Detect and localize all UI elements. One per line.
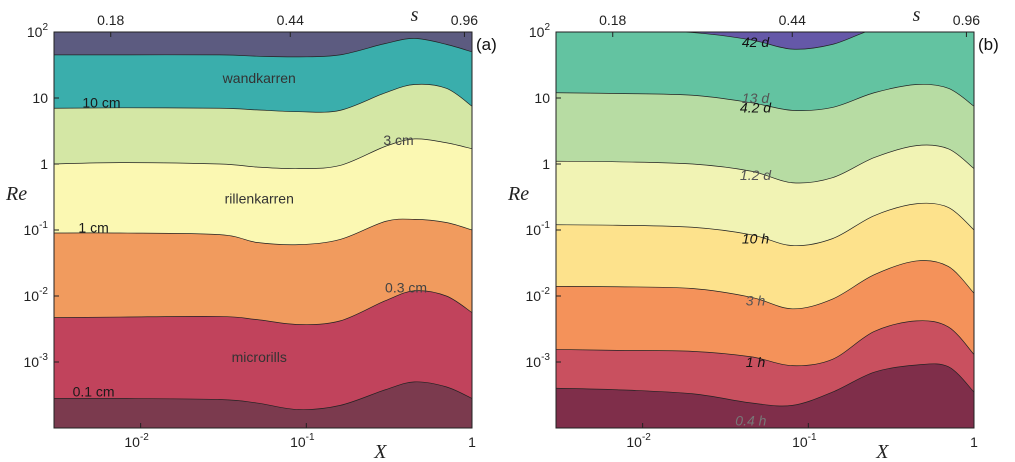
y-tick-label: 1 (40, 156, 48, 172)
contour-line (54, 290, 472, 325)
y-tick-label: 10-1 (526, 220, 551, 238)
y-tick-label: 10-2 (24, 286, 49, 304)
boundary-label: 42 d (742, 34, 770, 50)
boundary-label: 0.4 h (735, 412, 766, 428)
y-tick-label: 10-1 (24, 220, 49, 238)
boundary-label: 10 cm (82, 94, 120, 110)
y-tick-label: 10-3 (24, 352, 49, 370)
top-tick-label: 0.96 (451, 12, 478, 28)
boundary-label: 4.2 d (740, 99, 772, 115)
contour-line (54, 381, 472, 411)
panel-label-a: (a) (476, 35, 497, 54)
top-tick-label: 0.44 (779, 12, 806, 28)
x-tick-label: 10-2 (626, 432, 651, 450)
region-label: rillenkarren (225, 191, 294, 207)
y-tick-label: 10 (32, 90, 48, 106)
contour-line (54, 138, 472, 170)
region-label: microrills (232, 349, 287, 365)
y-tick-label: 10-2 (526, 286, 551, 304)
x-tick-label: 10-2 (124, 432, 149, 450)
boundary-label: 13 d (742, 90, 770, 106)
chart-panel-a: 0.1 cm 0.3 cm 1 cm 3 cm 10 cm wandkarren rille… (5, 4, 497, 462)
top-tick-label: 0.18 (599, 12, 626, 28)
x-tick-label: 10-1 (792, 432, 817, 450)
x-axis-label: X (875, 441, 889, 462)
contour-line (672, 32, 867, 50)
top-axis-label: s (411, 4, 419, 26)
top-tick-label: 0.18 (97, 12, 124, 28)
plot-area-b: 0.4 h 1 h 3 h 10 h 1.2 d 4.2 d13 d 42 d (556, 32, 974, 428)
boundary-label: 1.2 d (740, 167, 772, 183)
boundary-label: 0.1 cm (73, 383, 115, 399)
region-band-2 (54, 290, 472, 428)
contour-line (556, 202, 974, 247)
y-tick-label: 10-3 (526, 352, 551, 370)
contour-line (556, 320, 974, 367)
contour-line (556, 144, 974, 184)
contour-line (556, 363, 974, 407)
contour-line (54, 83, 472, 113)
plot-area-a: 0.1 cm 0.3 cm 1 cm 3 cm 10 cm wandkarren rille… (54, 32, 472, 428)
top-tick-label: 0.96 (953, 12, 980, 28)
x-tick-label: 10-1 (290, 432, 315, 450)
top-tick-label: 0.44 (277, 12, 304, 28)
boundary-label: 1 h (746, 354, 766, 370)
y-axis-label: Re (507, 183, 529, 205)
top-axis-label: s (913, 4, 921, 26)
contour-line (54, 38, 472, 58)
contour-line (556, 83, 974, 111)
x-tick-label: 1 (970, 434, 978, 450)
y-tick-label: 102 (529, 22, 551, 40)
y-tick-label: 102 (27, 22, 49, 40)
x-axis-label: X (373, 441, 387, 462)
x-tick-label: 1 (468, 434, 476, 450)
region-band-1 (556, 363, 974, 428)
region-band-1 (54, 381, 472, 428)
panel-label-b: (b) (978, 35, 999, 54)
chart-panel-b: 0.4 h 1 h 3 h 10 h 1.2 d 4.2 d13 d 42 d 10-3 10-… (507, 4, 999, 462)
y-tick-label: 1 (542, 156, 550, 172)
boundary-label: 0.3 cm (385, 279, 427, 295)
region-label: wandkarren (222, 70, 296, 86)
boundary-label: 3 h (746, 293, 766, 309)
boundary-label: 3 cm (383, 132, 413, 148)
boundary-label: 10 h (742, 231, 769, 247)
contour-line (556, 260, 974, 310)
contour-line (54, 218, 472, 246)
y-tick-label: 10 (534, 90, 550, 106)
boundary-label: 1 cm (78, 219, 108, 235)
y-axis-label: Re (5, 183, 27, 205)
